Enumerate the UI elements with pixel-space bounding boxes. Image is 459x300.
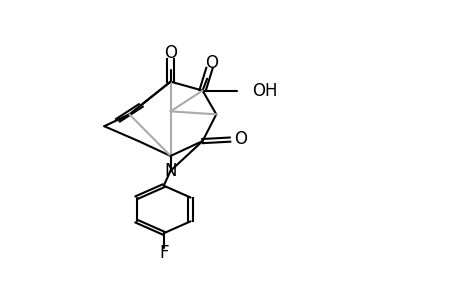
Text: F: F	[159, 244, 168, 262]
Text: O: O	[205, 54, 218, 72]
Text: OH: OH	[252, 82, 277, 100]
Text: O: O	[164, 44, 177, 62]
Text: N: N	[164, 162, 176, 180]
Text: O: O	[234, 130, 246, 148]
